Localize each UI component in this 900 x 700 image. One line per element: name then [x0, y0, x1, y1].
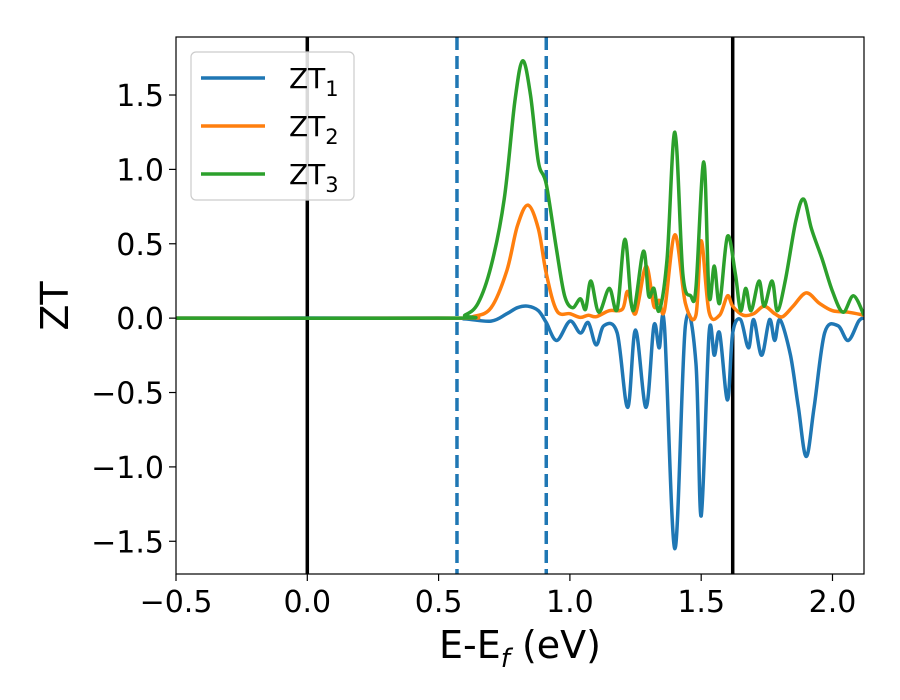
x-tick-label: 2.0: [809, 585, 857, 620]
x-tick-label: 1.0: [546, 585, 594, 620]
x-axis: −0.5 0.0 0.5 1.0 1.5 2.0: [140, 574, 857, 620]
x-tick-label: 0.0: [283, 585, 331, 620]
legend: ZT1 ZT2 ZT3: [190, 51, 355, 201]
y-tick-label: −1.5: [91, 525, 164, 560]
y-tick-label: 1.5: [116, 79, 164, 114]
legend-label-zt3: ZT3: [289, 158, 339, 197]
legend-label-zt2: ZT2: [289, 110, 339, 149]
legend-label-zt1: ZT1: [289, 62, 339, 101]
y-tick-label: −1.0: [91, 451, 164, 486]
plot-frame: [175, 36, 865, 575]
y-axis: −1.5 −1.0 −0.5 0.0 0.5 1.0 1.5: [91, 79, 176, 560]
y-axis-label: ZT: [33, 281, 77, 331]
y-tick-label: −0.5: [91, 377, 164, 412]
x-axis-label-unit: (eV): [510, 623, 601, 667]
series-line-zt1: [176, 304, 864, 551]
x-tick-label: 1.5: [677, 585, 725, 620]
x-axis-label: E-Ef (eV): [439, 623, 601, 674]
series-lines: [176, 59, 864, 551]
y-tick-label: 1.0: [116, 153, 164, 188]
series-line-zt3: [176, 59, 864, 321]
y-tick-label: 0.0: [116, 302, 164, 337]
x-tick-label: −0.5: [140, 585, 213, 620]
y-tick-label: 0.5: [116, 228, 164, 263]
legend-box: [190, 51, 355, 201]
series-line-zt2: [176, 203, 864, 322]
x-tick-label: 0.5: [415, 585, 463, 620]
